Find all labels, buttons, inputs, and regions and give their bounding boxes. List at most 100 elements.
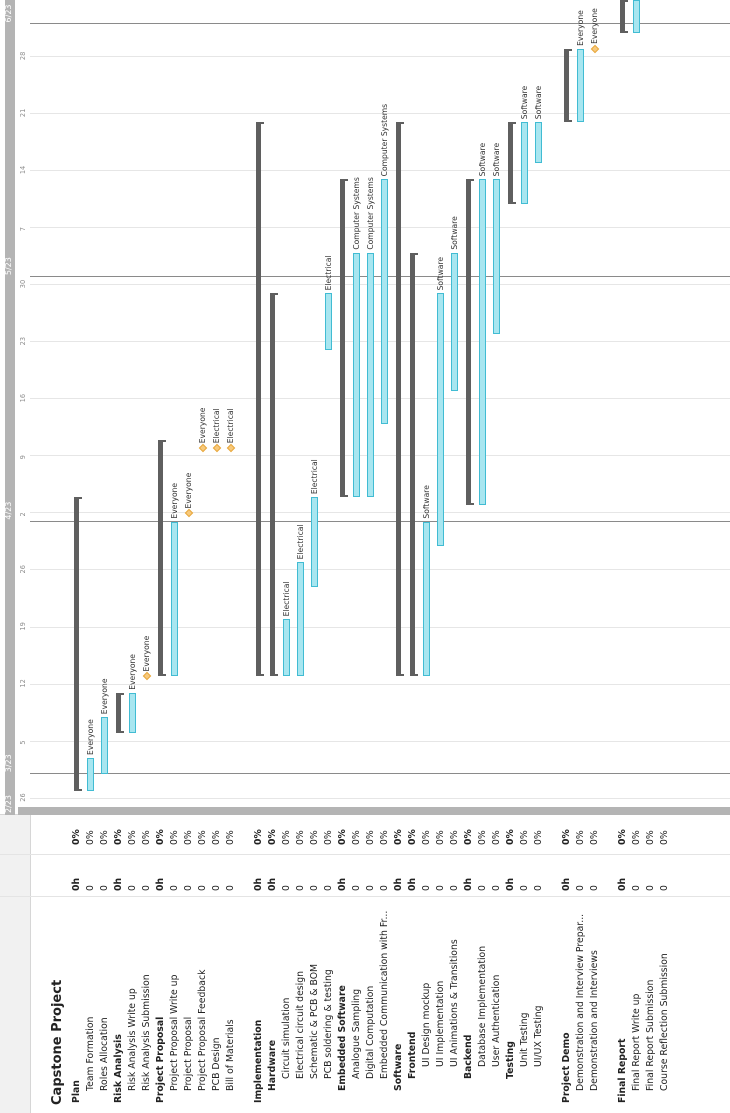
task-bar — [367, 252, 374, 498]
week-gridline — [30, 284, 730, 286]
task-percent: 0% — [561, 829, 572, 845]
task-percent: 0% — [589, 830, 600, 845]
task-hours: 0 — [575, 885, 586, 891]
task-hours: 0 — [659, 885, 670, 891]
task-percent: 0% — [491, 830, 502, 845]
milestone-assignee-label: Electrical — [212, 408, 221, 444]
task-name: Project Demo — [561, 1032, 572, 1103]
task-bar — [535, 122, 542, 163]
summary-bar — [620, 0, 625, 33]
task-percent: 0% — [113, 829, 124, 845]
week-gridline — [30, 56, 730, 58]
task-name: Embedded Software — [337, 985, 348, 1091]
day-label: 16 — [19, 393, 27, 403]
task-hours: 0 — [589, 885, 600, 891]
task-assignee-label: Electrical — [310, 459, 319, 495]
task-assignee-label: Software — [492, 142, 501, 177]
task-percent: 0% — [617, 829, 628, 845]
table-row: UI Animations & Transitions 0 0% — [448, 815, 462, 1113]
month-header: 6/23 — [4, 0, 15, 25]
table-row: Project Proposal 0h 0% — [154, 815, 168, 1113]
task-hours: 0 — [183, 885, 194, 891]
table-header — [0, 815, 31, 1113]
task-assignee-label: Everyone — [170, 482, 179, 519]
task-bar — [311, 497, 318, 587]
task-percent: 0% — [85, 830, 96, 845]
task-name: Circuit simulation — [281, 997, 292, 1079]
task-hours: 0h — [561, 877, 572, 891]
day-label: 14 — [19, 165, 27, 175]
task-hours: 0 — [225, 885, 236, 891]
table-row: Team Formation 0 0% — [84, 815, 98, 1113]
milestone-assignee-label: Everyone — [198, 407, 207, 444]
gantt-chart: 2/23 3/23 4/23 5/23 6/23 26 5 12 19 26 2 9 16 23 30 7 14… — [0, 0, 730, 815]
task-hours: 0h — [505, 877, 516, 891]
task-name: Demonstration and Interview Prepar... — [575, 913, 586, 1091]
month-header: 3/23 — [4, 520, 15, 775]
task-hours: 0h — [407, 877, 418, 891]
task-percent: 0% — [323, 830, 334, 845]
summary-bar — [116, 692, 121, 734]
task-percent: 0% — [365, 830, 376, 845]
day-label: 28 — [19, 51, 27, 61]
summary-bar — [564, 48, 569, 123]
task-percent: 0% — [449, 830, 460, 845]
task-name: Final Report Write up — [631, 993, 642, 1091]
task-hours: 0 — [519, 885, 530, 891]
milestone-diamond — [184, 509, 194, 518]
task-name: Analogue Sampling — [351, 988, 362, 1079]
task-hours: 0h — [253, 877, 264, 891]
task-hours: 0h — [337, 877, 348, 891]
task-assignee-label: Software — [450, 216, 459, 250]
task-name: Roles Allocation — [99, 1017, 110, 1091]
task-percent: 0% — [407, 829, 418, 845]
table-row: Analogue Sampling 0 0% — [350, 815, 364, 1113]
task-assignee-label: Computer Systems — [352, 177, 361, 250]
summary-bar — [340, 179, 345, 498]
task-hours: 0 — [379, 885, 390, 891]
task-assignee-label: Software — [478, 142, 487, 177]
summary-bar — [466, 179, 471, 506]
week-gridline — [30, 455, 730, 457]
task-name: Digital Computation — [365, 985, 376, 1079]
task-bar — [297, 562, 304, 677]
week-gridline — [30, 512, 730, 514]
task-percent: 0% — [435, 830, 446, 845]
month-label: 5/23 — [4, 257, 13, 276]
task-assignee-label: Computer Systems — [380, 103, 389, 177]
task-name: Risk Analysis Write up — [127, 988, 138, 1091]
task-bar — [521, 122, 528, 204]
month-gridline — [30, 520, 730, 522]
task-bar — [479, 179, 486, 506]
task-hours: 0 — [127, 885, 138, 891]
task-hours: 0h — [267, 877, 278, 891]
task-hours: 0 — [141, 885, 152, 891]
month-header: 2/23 — [4, 773, 15, 815]
table-row: Software 0h 0% — [392, 815, 406, 1113]
milestone-assignee-label: Electrical — [226, 408, 235, 444]
summary-bar — [270, 293, 275, 677]
task-name: Software — [393, 1043, 404, 1091]
milestone-diamond — [226, 444, 236, 453]
task-percent: 0% — [351, 830, 362, 845]
summary-bar — [74, 497, 79, 791]
task-name: Unit Testing — [519, 1012, 530, 1067]
task-hours: 0 — [323, 885, 334, 891]
project-title: Capstone Project — [50, 979, 65, 1105]
table-row: Final Report 0h 0% — [616, 815, 630, 1113]
table-row: User Authentication 0 0% — [490, 815, 504, 1113]
week-gridline — [30, 797, 730, 799]
task-assignee-label: Software — [520, 85, 529, 120]
task-assignee-label: Everyone — [100, 678, 109, 715]
table-row: Backend 0h 0% — [462, 815, 476, 1113]
table-row: Database Implementation 0 0% — [476, 815, 490, 1113]
table-row: Risk Analysis Write up 0 0% — [126, 815, 140, 1113]
task-percent: 0% — [141, 830, 152, 845]
task-percent: 0% — [295, 830, 306, 845]
table-row: Project Proposal 0 0% — [182, 815, 196, 1113]
table-row: Project Proposal Write up 0 0% — [168, 815, 182, 1113]
day-label: 23 — [19, 336, 27, 346]
task-bar — [577, 48, 584, 123]
task-bar — [423, 521, 430, 677]
task-percent: 0% — [659, 830, 670, 845]
